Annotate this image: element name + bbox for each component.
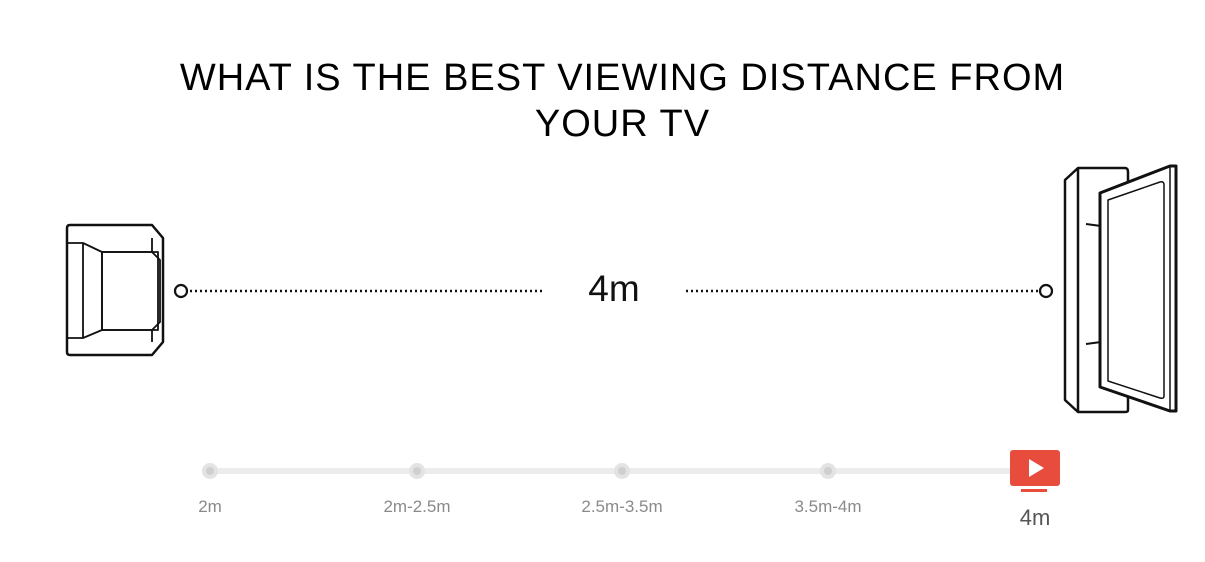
tv-icon [1063,164,1178,414]
active-underline [1021,489,1047,492]
slider-stop-2.5m-3.5m[interactable] [614,463,630,479]
title-line-2: YOUR TV [534,103,711,146]
distance-value: 4m [588,268,640,309]
slider-stop-3.5m-4m[interactable] [820,463,836,479]
tv-play-icon[interactable] [1010,450,1060,486]
slider-label[interactable]: 2m-2.5m [383,497,451,516]
slider-label-active[interactable]: 4m [1019,505,1051,530]
page-title: WHAT IS THE BEST VIEWING DISTANCE FROM Y… [0,55,1205,147]
slider-stop-2m-2.5m[interactable] [409,463,425,479]
armchair-icon [65,223,165,357]
slider-label[interactable]: 3.5m-4m [794,497,862,516]
slider-stop-2m[interactable] [202,463,218,479]
slider-label[interactable]: 2.5m-3.5m [581,497,663,516]
slider-label[interactable]: 2m [198,497,222,516]
distance-line [173,283,1054,299]
title-line-1: WHAT IS THE BEST VIEWING DISTANCE FROM [179,57,1066,100]
